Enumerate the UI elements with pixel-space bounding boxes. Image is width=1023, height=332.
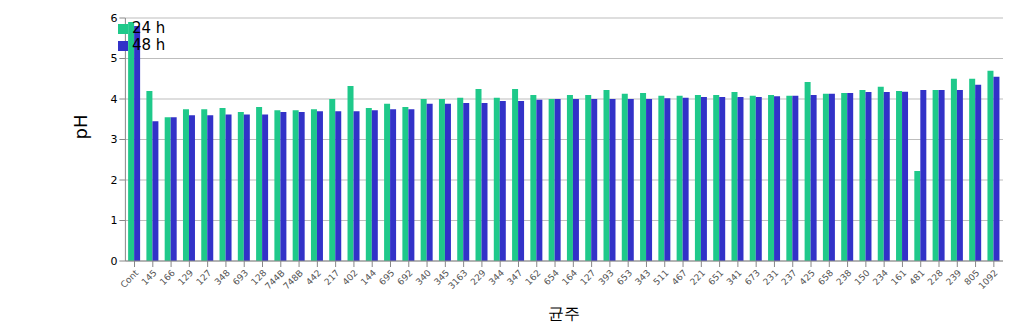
svg-text:144: 144 bbox=[359, 268, 378, 287]
svg-text:166: 166 bbox=[158, 268, 177, 287]
svg-text:균주: 균주 bbox=[548, 304, 580, 323]
svg-text:1092: 1092 bbox=[977, 268, 1000, 291]
svg-text:162: 162 bbox=[523, 268, 542, 287]
svg-text:5: 5 bbox=[110, 52, 117, 65]
svg-text:127: 127 bbox=[578, 268, 597, 287]
svg-text:Cont: Cont bbox=[119, 268, 141, 290]
svg-text:164: 164 bbox=[560, 268, 579, 287]
svg-text:692: 692 bbox=[395, 268, 414, 287]
svg-text:129: 129 bbox=[176, 268, 195, 287]
svg-text:511: 511 bbox=[651, 268, 670, 287]
svg-text:425: 425 bbox=[798, 268, 817, 287]
svg-text:693: 693 bbox=[231, 268, 250, 287]
svg-text:238: 238 bbox=[834, 268, 853, 287]
svg-text:402: 402 bbox=[341, 268, 360, 287]
svg-text:237: 237 bbox=[779, 268, 798, 287]
svg-text:161: 161 bbox=[889, 268, 908, 287]
svg-text:231: 231 bbox=[761, 268, 780, 287]
svg-text:pH: pH bbox=[70, 115, 91, 140]
svg-text:234: 234 bbox=[871, 268, 890, 287]
svg-text:345: 345 bbox=[432, 267, 452, 288]
svg-text:4: 4 bbox=[110, 93, 117, 106]
svg-text:2: 2 bbox=[110, 174, 117, 187]
svg-text:228: 228 bbox=[926, 268, 945, 287]
svg-text:805: 805 bbox=[962, 267, 982, 288]
svg-text:6: 6 bbox=[110, 12, 117, 25]
svg-text:344: 344 bbox=[487, 268, 506, 287]
svg-text:217: 217 bbox=[322, 268, 341, 287]
svg-text:343: 343 bbox=[633, 268, 652, 287]
svg-text:0: 0 bbox=[110, 255, 117, 268]
svg-text:348: 348 bbox=[213, 268, 232, 287]
svg-text:1: 1 bbox=[110, 214, 117, 227]
svg-text:481: 481 bbox=[907, 268, 926, 287]
svg-text:340: 340 bbox=[414, 268, 433, 287]
svg-text:239: 239 bbox=[944, 268, 963, 287]
svg-text:651: 651 bbox=[706, 268, 725, 287]
svg-text:442: 442 bbox=[304, 268, 323, 287]
svg-text:229: 229 bbox=[469, 268, 488, 287]
svg-text:748B: 748B bbox=[281, 268, 305, 292]
svg-text:145: 145 bbox=[140, 268, 159, 287]
svg-text:467: 467 bbox=[670, 268, 689, 287]
svg-text:393: 393 bbox=[597, 268, 616, 287]
svg-text:127: 127 bbox=[194, 268, 213, 287]
svg-text:695: 695 bbox=[377, 268, 396, 287]
svg-text:221: 221 bbox=[688, 268, 707, 287]
svg-text:653: 653 bbox=[615, 268, 634, 287]
svg-text:3: 3 bbox=[110, 133, 117, 146]
svg-text:347: 347 bbox=[505, 268, 524, 287]
svg-text:128: 128 bbox=[249, 267, 269, 288]
svg-text:654: 654 bbox=[542, 268, 561, 287]
svg-text:673: 673 bbox=[743, 268, 762, 287]
svg-text:341: 341 bbox=[725, 268, 744, 287]
svg-text:150: 150 bbox=[853, 268, 872, 287]
svg-text:744B: 744B bbox=[263, 268, 287, 292]
svg-text:658: 658 bbox=[816, 268, 835, 287]
svg-text:3163: 3163 bbox=[446, 268, 469, 291]
html-text:48 h: 48 h bbox=[132, 36, 166, 54]
html-text:24 h: 24 h bbox=[132, 19, 166, 37]
